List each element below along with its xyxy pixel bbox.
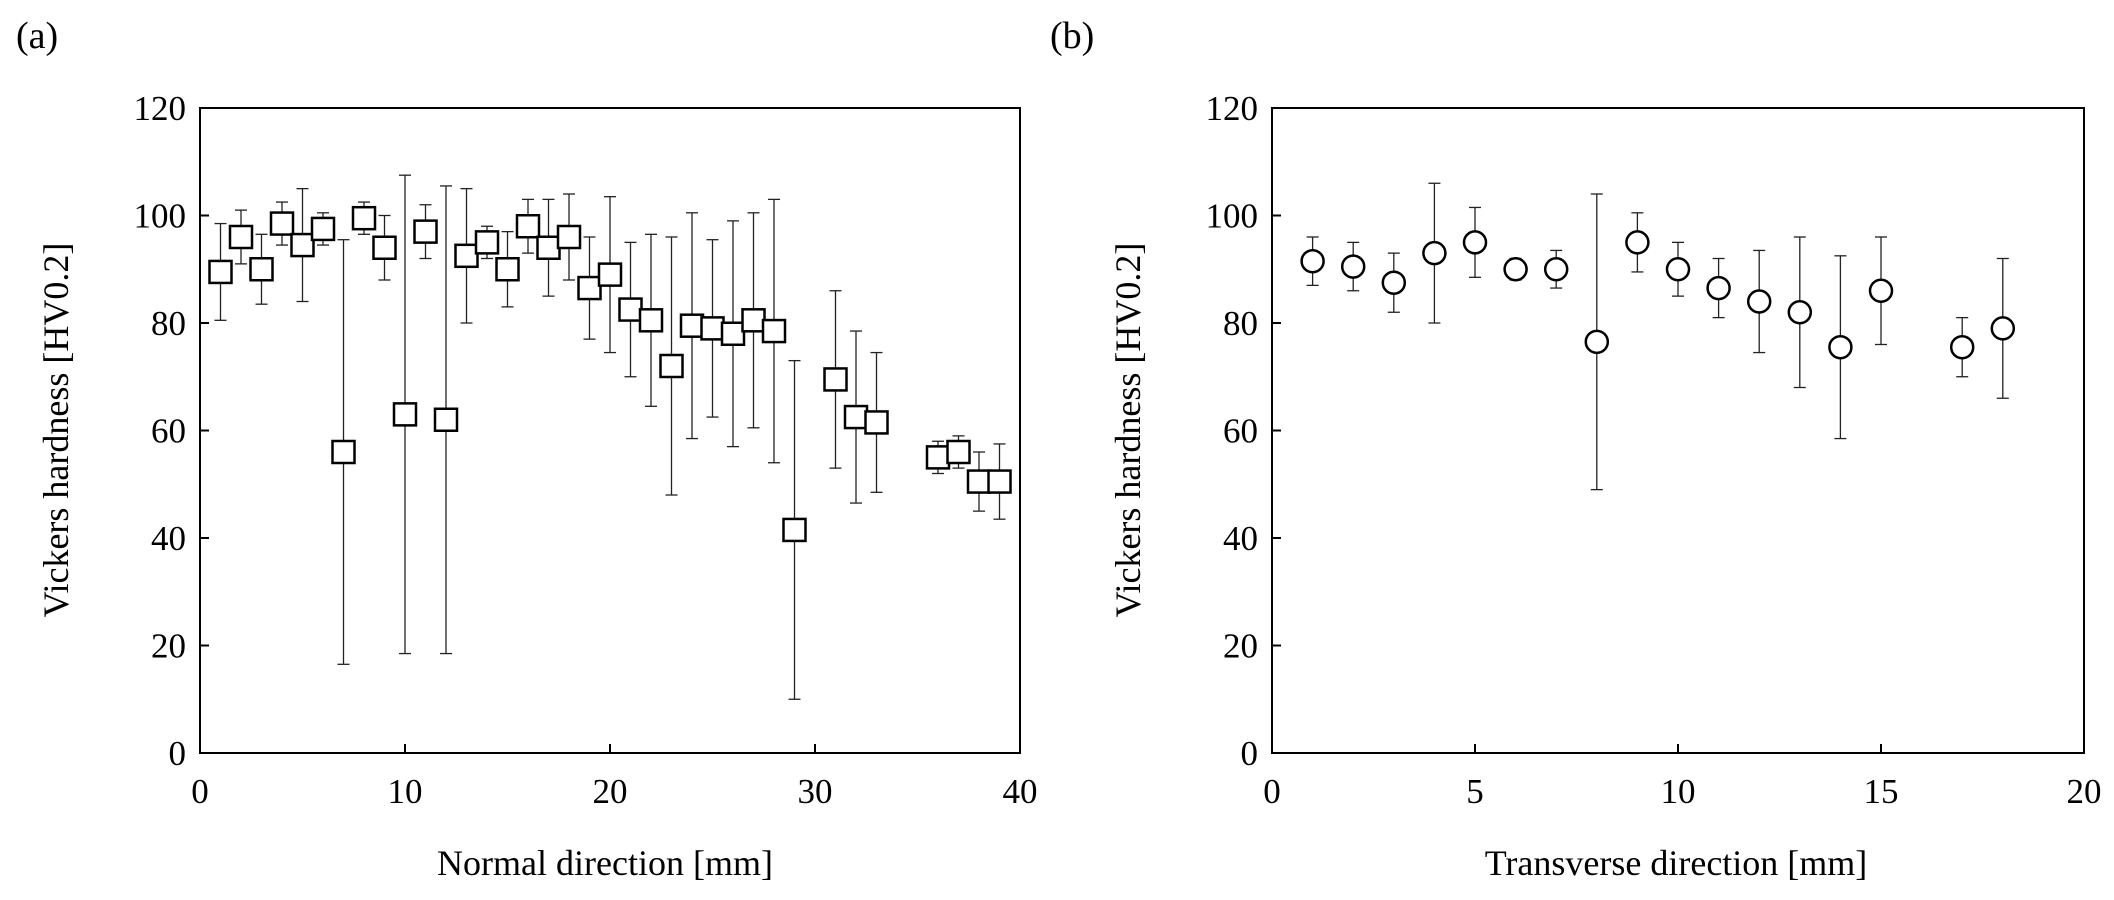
panel-b-y-tick-label: 120 [1206,89,1259,128]
panel-b-data-point [1503,257,1528,282]
panel-b-label: (b) [1050,15,1094,57]
panel-b-y-axis-label: Vickers hardness [HV0.2] [1108,243,1148,618]
panel-a-y-tick-label: 0 [169,734,187,773]
panel-a-data-point [556,224,582,250]
panel-b-data-point [1706,275,1731,301]
panel-a-data-point [597,262,623,287]
panel-a-data-point [433,407,459,432]
panel-a-data-point [638,308,664,333]
panel-b-x-ticks: 0 5 10 15 20 [1263,744,2102,811]
panel-a-data-point [290,232,315,258]
panel-a-markers [208,205,1012,543]
panel-b-error-bars [1306,182,2009,491]
panel-b-x-tick-label: 5 [1466,772,1484,811]
panel-a-data-point [843,404,869,430]
panel-a-data-point [413,219,438,244]
panel-a-y-axis-label: Vickers hardness [HV0.2] [36,243,76,618]
panel-a-data-point [536,235,561,260]
panel-a-x-tick-label: 0 [191,772,209,811]
panel-b-y-tick-label: 60 [1223,412,1258,451]
panel-b-data-point [1828,334,1853,360]
panel-a-data-point [249,257,274,282]
panel-a-data-point [720,321,746,346]
panel-a-y-tick-label: 40 [151,519,186,558]
panel-a-data-point [761,318,787,344]
panel-b-data-point [1422,240,1447,266]
panel-a-x-tick-label: 10 [388,772,423,811]
panel-a-data-point [987,469,1012,494]
panel-b-data-point [1746,289,1772,314]
panel-a-x-tick-label: 40 [1003,772,1038,811]
panel-b-x-tick-label: 15 [1864,772,1899,811]
panel-a-x-ticks: 0 10 20 30 40 [191,744,1038,811]
panel-b-data-point [1340,254,1366,279]
panel-a-data-point [741,308,766,333]
panel-a-data-point [474,230,500,255]
panel-b-y-ticks: 0 20 40 60 80 100 120 [1206,89,1281,773]
panel-a-x-tick-label: 20 [593,772,628,811]
panel-a-data-point [946,439,971,465]
panel-b-data-point [1462,230,1488,255]
panel-a-y-tick-label: 20 [151,627,186,666]
panel-a-data-point [515,214,541,239]
panel-a-data-point [700,316,725,341]
panel-b-y-tick-label: 20 [1223,627,1258,666]
panel-a-data-point [208,259,233,285]
panel-a-y-tick-label: 100 [134,197,187,236]
chart-panel-b: (b) 0 20 40 60 80 100 120 0 5 10 15 20 Transverse … [1050,15,2102,883]
chart-panel-a: (a) 0 20 40 60 80 100 120 0 10 20 30 40 Normal dir… [16,15,1038,883]
panel-a-data-point [659,353,684,379]
panel-b-x-tick-label: 0 [1263,772,1281,811]
panel-b-plot-frame [1271,107,2085,754]
panel-a-error-bars [214,174,1006,700]
panel-a-y-tick-label: 60 [151,412,186,451]
panel-b-y-tick-label: 0 [1241,734,1259,773]
panel-a-y-ticks: 0 20 40 60 80 100 120 [134,89,209,773]
panel-b-y-tick-label: 40 [1223,519,1258,558]
panel-a-data-point [823,367,848,392]
panel-b-data-point [1584,329,1610,355]
panel-a-data-point [269,211,295,236]
panel-a-x-tick-label: 30 [798,772,833,811]
panel-b-data-point [1868,278,1894,303]
panel-a-data-point [331,439,356,465]
panel-a-data-point [577,275,602,301]
panel-a-data-point [782,517,807,543]
panel-b-data-point [1665,257,1691,282]
panel-b-data-point [1990,316,2016,341]
panel-a-data-point [392,402,418,427]
panel-a-data-point [372,235,397,260]
panel-b-x-tick-label: 20 [2067,772,2102,811]
panel-b-data-point [1381,270,1407,295]
panel-a-y-tick-label: 80 [151,304,186,343]
panel-a-data-point [310,216,336,242]
panel-a-y-tick-label: 120 [134,89,187,128]
panel-b-x-tick-label: 10 [1661,772,1696,811]
panel-a-data-point [618,297,643,322]
panel-a-data-point [351,205,377,231]
panel-a-x-axis-label: Normal direction [mm] [437,843,773,883]
panel-b-data-point [1300,248,1325,274]
panel-a-data-point [454,243,479,269]
panel-a-data-point [966,469,992,494]
panel-b-data-point [1625,230,1650,255]
panel-b-data-point [1787,300,1813,325]
panel-b-data-point [1543,257,1569,282]
panel-a-data-point [864,410,889,435]
panel-a-data-point [495,257,520,282]
panel-b-markers [1300,230,2016,360]
panel-a-data-point [925,445,951,470]
panel-a-data-point [679,313,705,338]
panel-b-data-point [1949,334,1975,360]
panel-b-x-axis-label: Transverse direction [mm] [1485,843,1868,883]
panel-b-y-tick-label: 80 [1223,304,1258,343]
panel-a-label: (a) [16,15,58,57]
panel-b-y-tick-label: 100 [1206,197,1259,236]
panel-a-data-point [228,224,254,250]
